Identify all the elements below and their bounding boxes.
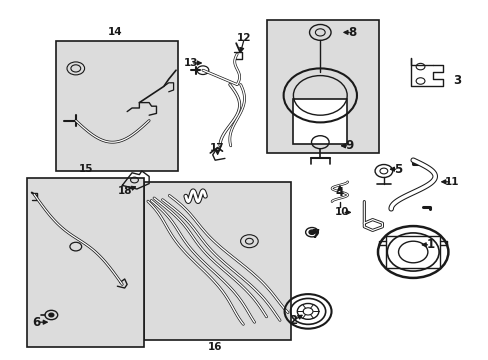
Text: 8: 8 bbox=[347, 26, 355, 39]
Text: 4: 4 bbox=[335, 186, 343, 199]
Text: 18: 18 bbox=[117, 186, 132, 196]
Bar bbox=[56, 41, 178, 171]
Text: 6: 6 bbox=[33, 316, 41, 329]
Text: 3: 3 bbox=[452, 75, 460, 87]
Text: 9: 9 bbox=[345, 139, 353, 152]
Text: 17: 17 bbox=[210, 143, 224, 153]
Text: 16: 16 bbox=[207, 342, 222, 352]
Text: 7: 7 bbox=[311, 228, 319, 240]
Text: 2: 2 bbox=[289, 314, 297, 327]
Text: 15: 15 bbox=[78, 164, 93, 174]
Text: 13: 13 bbox=[183, 58, 198, 68]
Text: 10: 10 bbox=[334, 207, 349, 217]
Text: 11: 11 bbox=[444, 177, 459, 187]
Bar bbox=[386, 236, 439, 268]
Bar bbox=[266, 20, 378, 153]
Circle shape bbox=[308, 230, 314, 234]
Text: 1: 1 bbox=[426, 238, 433, 251]
Bar bbox=[144, 182, 290, 340]
Text: 14: 14 bbox=[107, 27, 122, 37]
Circle shape bbox=[49, 313, 54, 317]
Text: 5: 5 bbox=[394, 163, 402, 176]
Bar bbox=[27, 178, 144, 347]
Text: 12: 12 bbox=[237, 33, 251, 43]
Bar bbox=[293, 99, 346, 144]
